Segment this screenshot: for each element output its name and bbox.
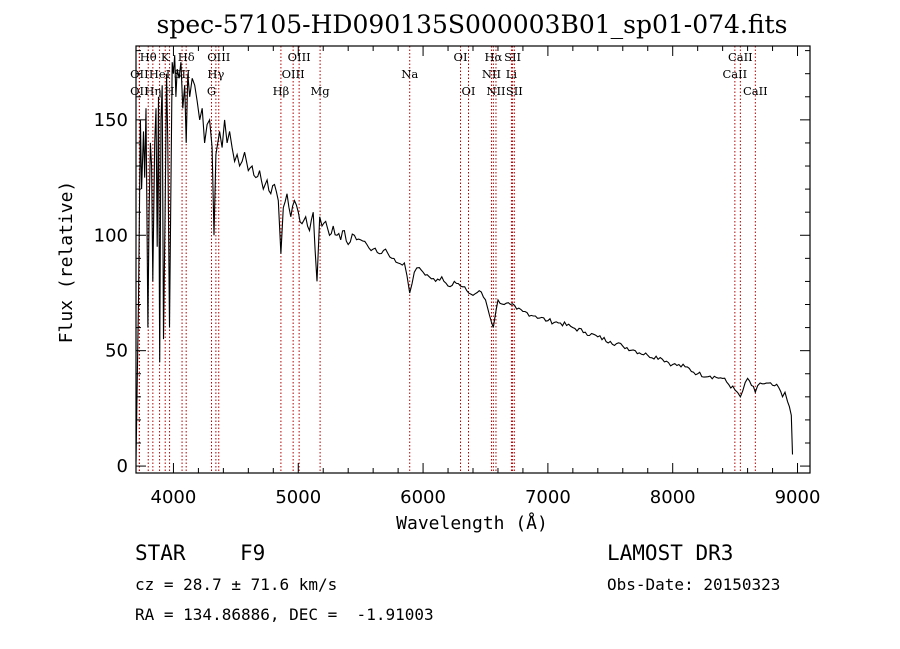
spectral-line-label: CaII [743, 84, 768, 98]
x-tick-label: 5000 [275, 487, 321, 508]
spectral-line-label: OIII [282, 67, 305, 81]
object-class: STAR [135, 541, 186, 565]
coordinates: RA = 134.86886, DEC = -1.91003 [135, 605, 434, 624]
survey-name: LAMOST DR3 [607, 541, 733, 565]
spectral-line-label: Hη [144, 84, 161, 98]
spectral-line-label: OI [454, 50, 468, 64]
spectral-line-label: Mg [311, 84, 331, 98]
spectral-line-label: Hγ [207, 67, 224, 81]
y-axis-ticks: 0 50 100 150 [94, 50, 810, 477]
spectral-line-label: OI [462, 84, 476, 98]
x-tick-label: 7000 [525, 487, 571, 508]
spectral-line-label: NII [486, 84, 505, 98]
object-subclass: F9 [240, 541, 265, 565]
spectrum-line [135, 55, 794, 462]
x-tick-label: 6000 [400, 487, 446, 508]
y-tick-label: 100 [94, 225, 128, 246]
spectral-line-label: Na [401, 67, 418, 81]
chart-title: spec-57105-HD090135S000003B01_sp01-074.f… [157, 10, 788, 39]
spectral-line-label: H [165, 84, 175, 98]
spectral-line-label: OIII [288, 50, 311, 64]
spectral-line-label: G [207, 84, 216, 98]
spectral-line-label: OIII [207, 50, 230, 64]
observation-date: Obs-Date: 20150323 [607, 575, 780, 594]
spectral-line-label: OII [130, 84, 149, 98]
x-axis-ticks: 4000 5000 6000 7000 8000 9000 [151, 46, 821, 508]
x-tick-label: 4000 [151, 487, 197, 508]
spectral-line-label: CaII [722, 67, 747, 81]
spectral-line-label: NII [482, 67, 501, 81]
spectral-line-label: CaII [728, 50, 753, 64]
x-tick-label: 9000 [775, 487, 821, 508]
y-tick-label: 0 [117, 456, 128, 477]
spectral-line-markers [138, 46, 756, 473]
spectral-line-label: K [161, 50, 170, 64]
spectral-line-label: Li [506, 67, 518, 81]
spectral-line-label: HeI [149, 67, 170, 81]
spectral-line-label: Hδ [178, 50, 195, 64]
spectral-line-label: SII [504, 50, 521, 64]
redshift-velocity: cz = 28.7 ± 71.6 km/s [135, 575, 337, 594]
y-tick-label: 150 [94, 110, 128, 131]
x-axis-label: Wavelength (Å) [396, 512, 548, 534]
y-tick-label: 50 [105, 341, 128, 362]
plot-frame [135, 45, 811, 474]
spectral-line-label: Hβ [273, 84, 290, 98]
spectral-line-label: SII [506, 84, 523, 98]
y-axis-label: Flux (relative) [56, 181, 77, 344]
spectral-line-label: Hθ [140, 50, 157, 64]
x-tick-label: 8000 [650, 487, 696, 508]
spectral-line-label: Hα [484, 50, 502, 64]
